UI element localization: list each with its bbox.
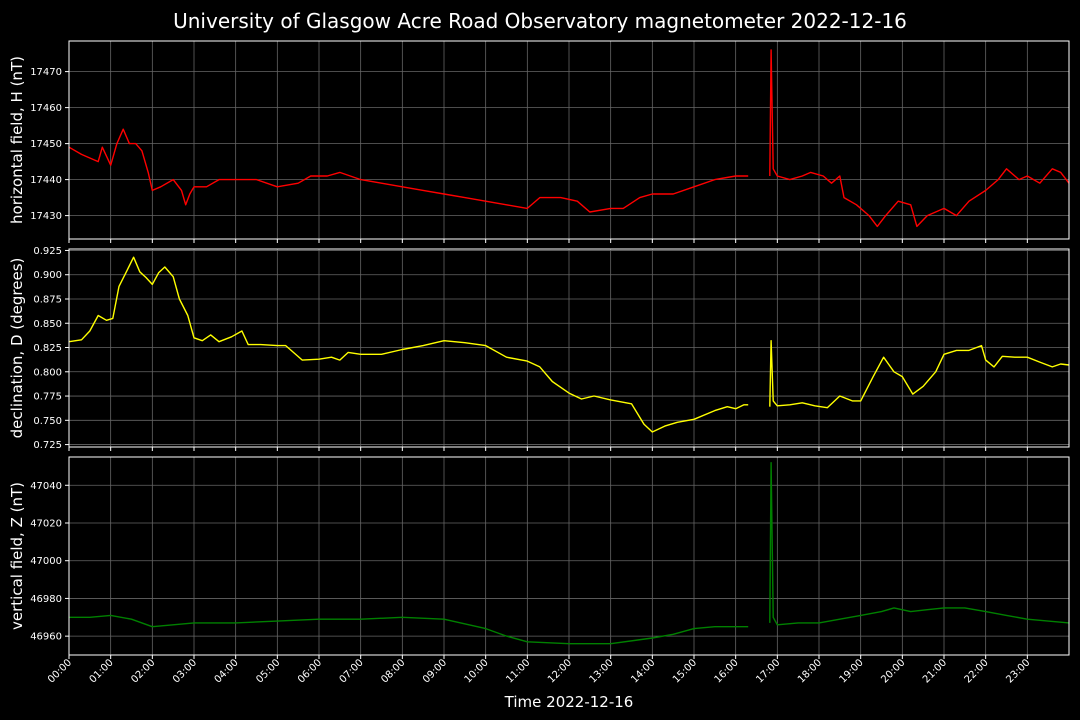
x-tick-label: 12:00 <box>546 657 574 685</box>
x-tick-label: 00:00 <box>46 657 74 685</box>
x-tick-label: 05:00 <box>254 657 282 685</box>
y-tick-label: 17450 <box>30 139 62 150</box>
y-tick-label: 17460 <box>30 103 62 114</box>
x-tick-label: 06:00 <box>296 657 324 685</box>
series-line <box>68 256 749 433</box>
x-tick-label: 04:00 <box>213 657 241 685</box>
x-axis: 00:00 01:00 02:00 03:00 04:00 05:00 06:00 07:00… <box>46 657 1032 685</box>
x-tick-label: 19:00 <box>838 657 866 685</box>
y-axis-label: vertical field, Z (nT) <box>8 482 26 630</box>
x-tick-label: 15:00 <box>671 657 699 685</box>
y-tick-label: 47000 <box>30 556 62 567</box>
x-tick-label: 20:00 <box>879 657 907 685</box>
y-tick-label: 0.800 <box>33 367 62 378</box>
y-tick-label: 47020 <box>30 519 62 530</box>
axes-frame <box>68 40 1070 240</box>
y-axis-label: horizontal field, H (nT) <box>8 56 26 224</box>
x-tick-label: 13:00 <box>588 657 616 685</box>
series-line <box>769 49 1070 228</box>
chart-title: University of Glasgow Acre Road Observat… <box>173 9 907 33</box>
y-tick-label: 0.850 <box>33 319 62 330</box>
x-tick-label: 10:00 <box>463 657 491 685</box>
axes-frame <box>68 248 1070 448</box>
y-tick-label: 0.825 <box>33 343 62 354</box>
x-tick-label: 09:00 <box>421 657 449 685</box>
x-tick-label: 22:00 <box>963 657 991 685</box>
x-axis-label: Time 2022-12-16 <box>504 693 634 711</box>
series-line <box>68 128 749 213</box>
series-line <box>769 340 1070 409</box>
y-tick-label: 47040 <box>30 481 62 492</box>
y-tick-label: 17470 <box>30 67 62 78</box>
x-tick-label: 07:00 <box>338 657 366 685</box>
series-line <box>769 462 1070 626</box>
y-tick-label: 17440 <box>30 175 62 186</box>
x-tick-label: 14:00 <box>629 657 657 685</box>
x-tick-label: 16:00 <box>713 657 741 685</box>
y-tick-label: 46980 <box>30 594 62 605</box>
axes-frame <box>68 456 1070 656</box>
y-axis-label: declination, D (degrees) <box>8 258 26 439</box>
chart-panels: 17430 17440 17450 17460 17470 horizontal fiel… <box>8 40 1070 659</box>
y-tick-label: 0.925 <box>33 246 62 257</box>
x-tick-label: 08:00 <box>379 657 407 685</box>
x-tick-label: 02:00 <box>129 657 157 685</box>
y-tick-label: 0.900 <box>33 270 62 281</box>
panel-d: 0.725 0.750 0.775 0.800 0.825 0.850 0.875 0.900… <box>8 246 1070 451</box>
x-tick-label: 03:00 <box>171 657 199 685</box>
y-tick-label: 17430 <box>30 211 62 222</box>
x-tick-label: 11:00 <box>504 657 532 685</box>
y-tick-label: 0.750 <box>33 416 62 427</box>
series-line <box>69 614 749 645</box>
x-tick-label: 21:00 <box>921 657 949 685</box>
y-tick-label: 46960 <box>30 632 62 643</box>
y-tick-label: 0.725 <box>33 440 62 451</box>
x-tick-label: 01:00 <box>88 657 116 685</box>
y-tick-label: 0.875 <box>33 294 62 305</box>
panel-z: 46960 46980 47000 47020 47040 vertical field,… <box>8 456 1070 659</box>
panel-h: 17430 17440 17450 17460 17470 horizontal fiel… <box>8 40 1070 243</box>
x-tick-label: 17:00 <box>754 657 782 685</box>
y-tick-label: 0.775 <box>33 392 62 403</box>
x-tick-label: 18:00 <box>796 657 824 685</box>
x-tick-label: 23:00 <box>1004 657 1032 685</box>
